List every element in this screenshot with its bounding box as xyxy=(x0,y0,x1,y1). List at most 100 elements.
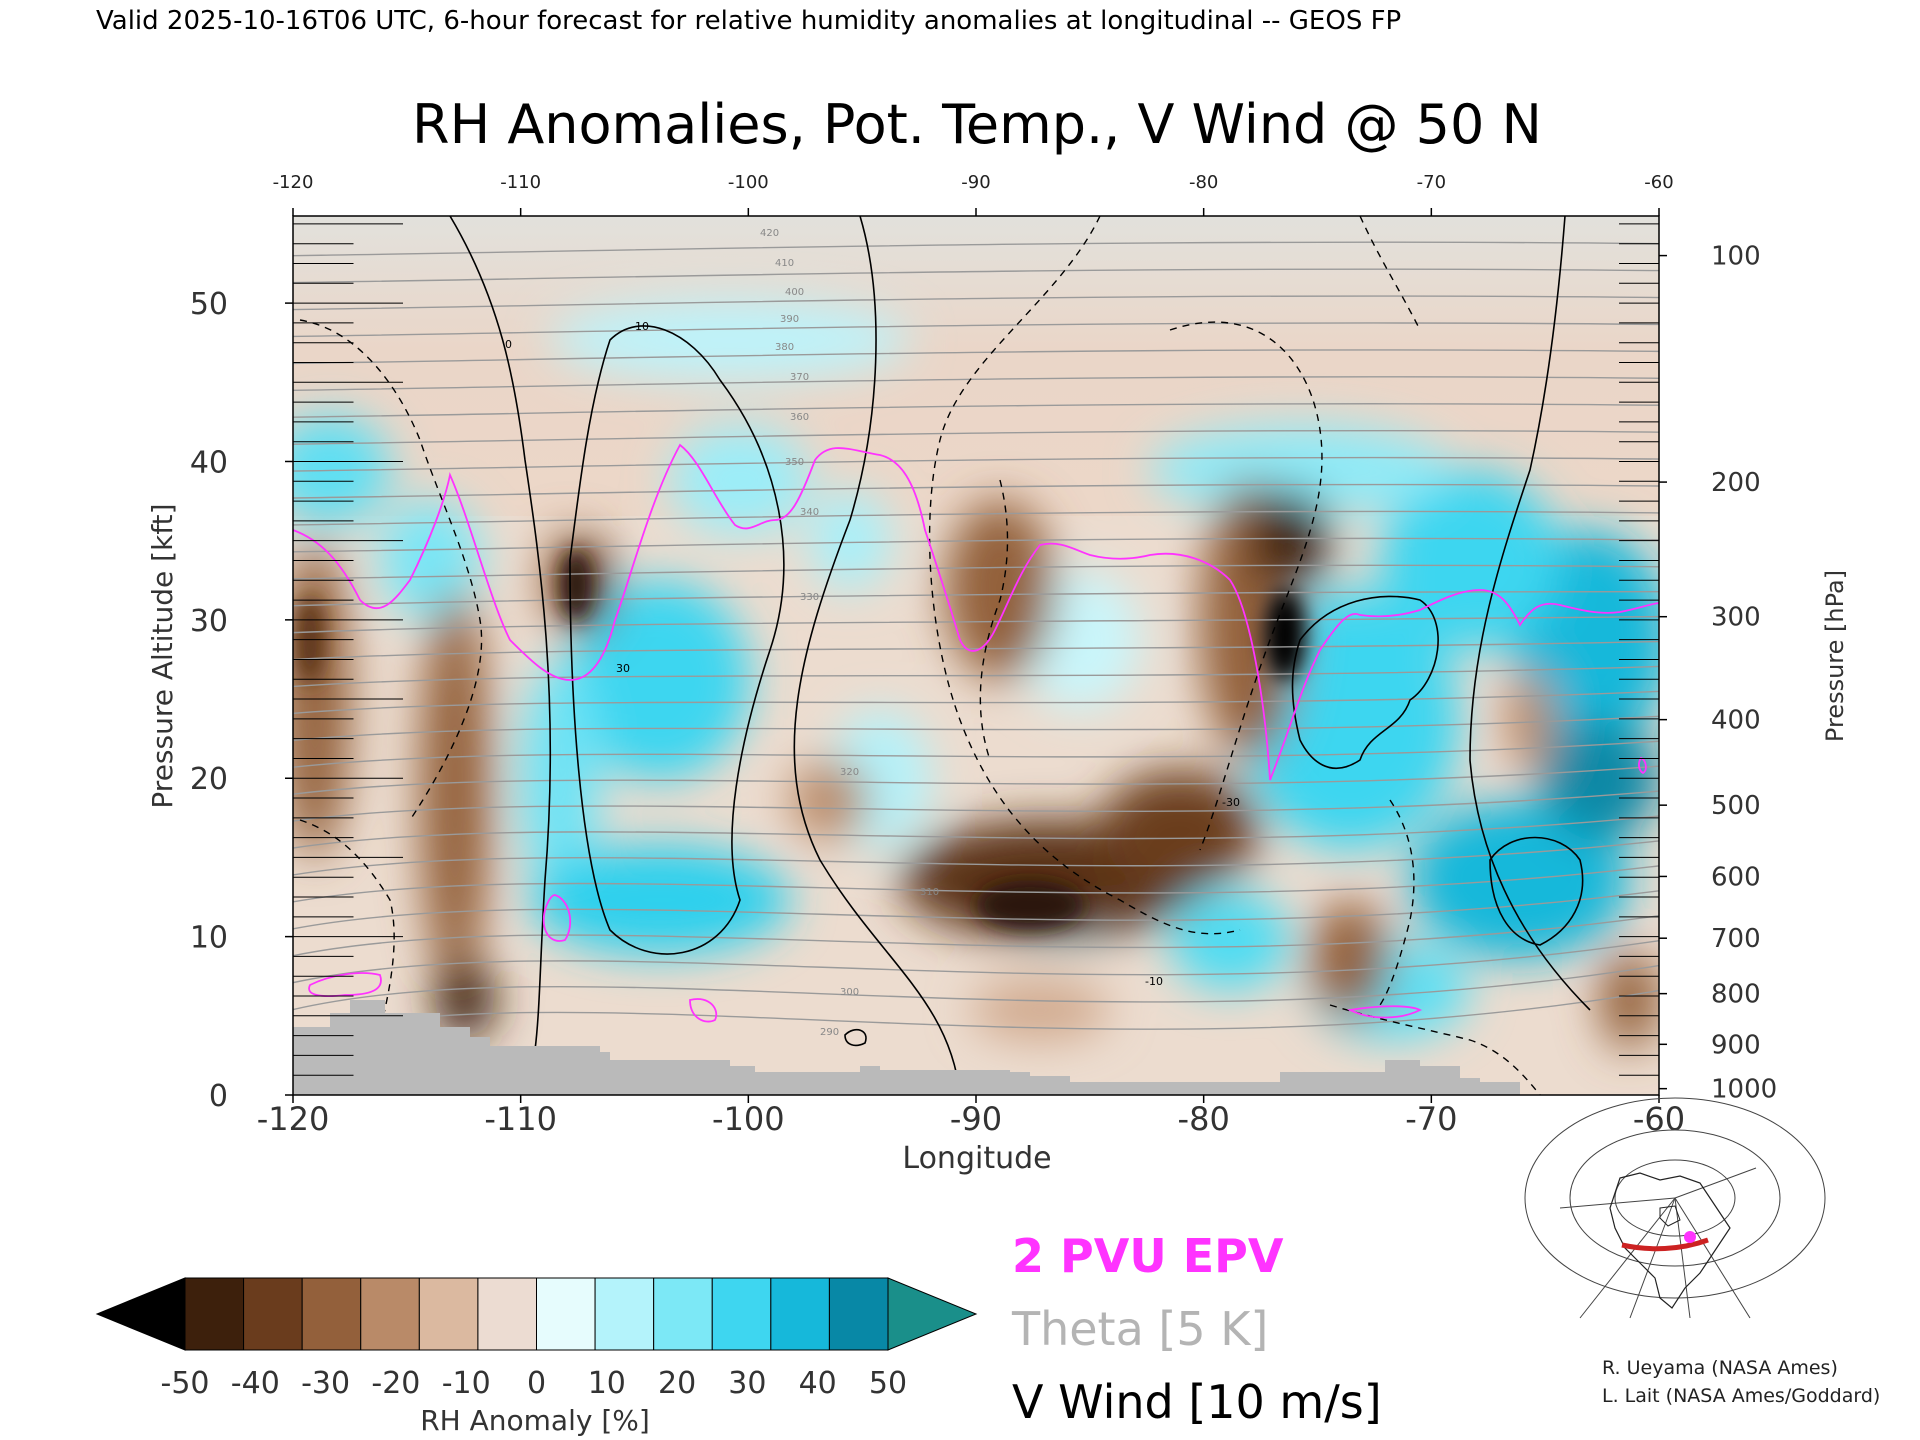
vwind-contour-neg xyxy=(1169,321,1323,851)
theta-contour xyxy=(293,964,1659,1011)
theta-label: 410 xyxy=(775,258,794,269)
colorbar-swatch xyxy=(828,1277,889,1351)
theta-contour xyxy=(293,241,1659,257)
epv-2pvu-line xyxy=(689,998,718,1023)
theta-contour xyxy=(293,376,1659,391)
epv-2pvu-line xyxy=(542,894,572,942)
plot-area: 4204104003903803703603503403303203103002… xyxy=(293,216,1659,1095)
x-tick-label-bottom: -100 xyxy=(712,1100,785,1138)
meridian xyxy=(1579,1197,1676,1319)
moist-region xyxy=(670,425,810,535)
epv-2pvu-line xyxy=(293,443,1659,781)
theta-contour xyxy=(293,840,1659,876)
theta-label: 400 xyxy=(785,287,804,298)
theta-label: 370 xyxy=(790,372,809,383)
x-axis-label: Longitude xyxy=(902,1141,1051,1176)
vwind-contour-ten xyxy=(569,325,785,955)
theta-contour xyxy=(293,564,1659,580)
theta-contour xyxy=(293,483,1659,499)
theta-contour xyxy=(293,939,1659,984)
colorbar-tick-label: 10 xyxy=(588,1366,626,1401)
colorbar-label: RH Anomaly [%] xyxy=(420,1404,650,1437)
y-tick-label-right: 800 xyxy=(1711,980,1761,1010)
y-tick-label-left: 40 xyxy=(190,445,228,480)
epv-2pvu-line xyxy=(308,972,382,998)
dry-region xyxy=(420,590,490,990)
vwind-contour-neg xyxy=(979,479,1009,761)
colorbar-swatch xyxy=(536,1277,596,1351)
theta-label: 390 xyxy=(780,314,799,325)
meridian xyxy=(1629,1197,1676,1319)
theta-contour xyxy=(293,989,1659,1038)
x-tick-label-bottom: -120 xyxy=(257,1100,330,1138)
theta-contour xyxy=(293,268,1659,284)
colorbar-max-arrow xyxy=(887,1277,978,1351)
moist-region xyxy=(810,490,890,590)
colorbar-swatch xyxy=(594,1277,655,1351)
theta-label: 290 xyxy=(820,1027,839,1038)
theta-label: 340 xyxy=(800,507,819,518)
dry-region xyxy=(1505,670,1555,770)
theta-label: 360 xyxy=(790,412,809,423)
wind-label: 30 xyxy=(616,662,630,675)
theta-contour xyxy=(293,765,1659,795)
colorbar-tick-label: -30 xyxy=(301,1366,350,1401)
y-tick-label-right: 1000 xyxy=(1711,1075,1777,1105)
credit-line-1: R. Ueyama (NASA Ames) xyxy=(1602,1357,1838,1379)
theta-contour xyxy=(293,715,1659,742)
dry-region xyxy=(1310,900,1390,1020)
colorbar-tick-label: -20 xyxy=(371,1366,420,1401)
dry-region xyxy=(945,500,1055,680)
x-tick-label-top: -100 xyxy=(728,172,769,193)
continent-outline xyxy=(1609,1172,1731,1309)
y-tick-label-right: 100 xyxy=(1711,242,1761,272)
y-tick-label-right: 500 xyxy=(1711,791,1761,821)
theta-contour xyxy=(293,740,1659,768)
x-tick-label-bottom: -110 xyxy=(484,1100,557,1138)
y-tick-label-right: 700 xyxy=(1711,924,1761,954)
colorbar-tick-label: 0 xyxy=(527,1366,546,1401)
colorbar-swatch xyxy=(360,1277,420,1351)
y-tick-label-right: 600 xyxy=(1711,862,1761,892)
x-tick-label-top: -120 xyxy=(273,172,314,193)
theta-label: 310 xyxy=(920,887,939,898)
meridian xyxy=(1559,1197,1676,1209)
epv-2pvu-line xyxy=(1347,1005,1423,1019)
theta-label: 420 xyxy=(760,228,779,239)
wind-label: -30 xyxy=(1222,796,1240,809)
chart-title: RH Anomalies, Pot. Temp., V Wind @ 50 N xyxy=(412,93,1542,156)
wind-label: 0 xyxy=(505,338,512,351)
theta-contour xyxy=(293,865,1659,903)
y-tick-label-right: 300 xyxy=(1711,603,1761,633)
theta-contour xyxy=(293,537,1659,553)
colorbar-swatch xyxy=(184,1277,245,1351)
x-tick-label-top: -70 xyxy=(1417,172,1446,193)
theta-contour xyxy=(293,640,1659,661)
vwind-contour-zero xyxy=(449,216,552,1051)
dry-region xyxy=(1250,490,1330,590)
colorbar-tick-label: -50 xyxy=(161,1366,210,1401)
y-axis-right: 100 200 300 400 500 600 700 800 900 1000 xyxy=(1659,242,1777,1105)
theta-contour xyxy=(293,915,1659,957)
vwind-contour-neg xyxy=(1359,216,1421,331)
epv-2pvu-line xyxy=(1638,756,1647,775)
theta-contour xyxy=(293,615,1659,634)
theta-label: 330 xyxy=(800,592,819,603)
theta-contour xyxy=(293,456,1659,472)
y-axis-left: 0 10 20 30 40 50 xyxy=(190,223,1659,1114)
legend-item-theta: Theta [5 K] xyxy=(1011,1302,1268,1356)
theta-contour xyxy=(293,510,1659,526)
colorbar-swatch xyxy=(418,1277,479,1351)
vwind-contour-ten xyxy=(1489,836,1584,946)
moist-region xyxy=(570,580,750,780)
theta-label: 380 xyxy=(775,342,794,353)
colorbar-swatch xyxy=(301,1277,362,1351)
theta-contour xyxy=(293,429,1659,445)
y-tick-label-left: 20 xyxy=(190,762,228,797)
vwind-contour-small xyxy=(844,1028,867,1047)
y-tick-label-right: 900 xyxy=(1711,1030,1761,1060)
x-tick-label-top: -90 xyxy=(961,172,990,193)
x-axis-bottom: -120 -110 -100 -90 -80 -70 -60 xyxy=(257,1095,1685,1138)
colorbar-swatch xyxy=(243,1277,303,1351)
theta-contour xyxy=(293,790,1659,822)
